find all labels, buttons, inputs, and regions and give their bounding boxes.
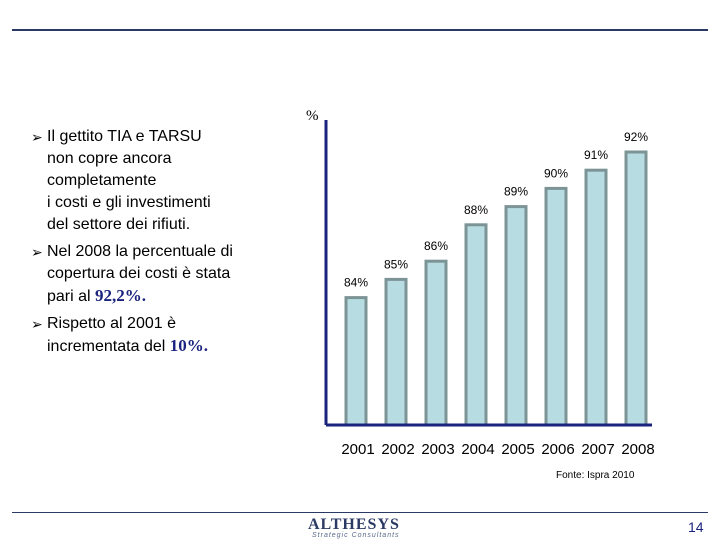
- data-labels-group: 84% 85% 86% 88% 89% 90% 91% 92%: [344, 130, 648, 290]
- bottom-rule: [12, 512, 708, 513]
- bar-2006: [544, 186, 568, 427]
- bar-2007: [584, 168, 608, 427]
- x-tick-labels-group: 2001 2002 2003 2004 2005 2006 2007 2008: [341, 441, 654, 458]
- logo-tagline: Strategic Consultants: [312, 532, 400, 539]
- bullet-list: ➢ Il gettito TIA e TARSU non copre ancor…: [31, 126, 281, 363]
- x-tick-2007: 2007: [581, 441, 614, 458]
- bullet-1-line-5: del settore dei rifiuti.: [47, 216, 191, 233]
- bar-2004: [464, 223, 488, 427]
- x-tick-2006: 2006: [541, 441, 574, 458]
- logo-name: ALTHESYS: [308, 516, 400, 533]
- data-label-2008: 92%: [624, 130, 648, 144]
- data-label-2004: 88%: [464, 203, 488, 217]
- bullet-1: ➢ Il gettito TIA e TARSU non copre ancor…: [31, 126, 281, 236]
- y-axis-label: %: [306, 108, 319, 124]
- page-number: 14: [688, 519, 704, 535]
- bullet-1-line-4: i costi e gli investimenti: [47, 194, 211, 211]
- data-label-2006: 90%: [544, 166, 568, 180]
- bar-2002: [384, 277, 408, 427]
- x-tick-2004: 2004: [461, 441, 494, 458]
- arrow-bullet-icon: ➢: [31, 244, 43, 260]
- bullet-1-line-2: non copre ancora: [47, 150, 172, 167]
- x-tick-2008: 2008: [621, 441, 654, 458]
- increase-value: 10%: [169, 336, 204, 355]
- bullet-3-line-2: incrementata del 10%.: [47, 335, 281, 358]
- data-label-2002: 85%: [384, 257, 408, 271]
- x-tick-2005: 2005: [501, 441, 534, 458]
- bullet-2: ➢ Nel 2008 la percentuale di copertura d…: [31, 241, 281, 308]
- coverage-bar-chart: 84%85%86%88%89%90%91%92% 2001 2002 2003 200…: [306, 108, 655, 458]
- bullet-3-suffix: .: [203, 336, 208, 355]
- data-label-2003: 86%: [424, 239, 448, 253]
- coverage-value: 92,2%: [95, 286, 142, 305]
- bullet-2-prefix: pari al: [47, 288, 96, 305]
- data-label-2005: 89%: [504, 185, 528, 199]
- bar-2005: [504, 205, 528, 427]
- source-note: Fonte: Ispra 2010: [556, 470, 635, 481]
- top-rule: [12, 29, 708, 31]
- bullet-1-line-3: completamente: [47, 172, 157, 189]
- x-tick-2001: 2001: [341, 441, 374, 458]
- bullet-2-line-3: pari al 92,2%.: [47, 285, 281, 308]
- bar-2001: [344, 296, 368, 427]
- bullet-2-line-2: copertura dei costi è stata: [47, 265, 231, 282]
- bar-2003: [424, 259, 448, 427]
- data-label-2007: 91%: [584, 148, 608, 162]
- bar-2008: [624, 150, 648, 427]
- x-tick-2003: 2003: [421, 441, 454, 458]
- bars-group: [344, 150, 648, 427]
- bullet-3-line-1: Rispetto al 2001 è: [47, 315, 176, 332]
- bullet-3: ➢ Rispetto al 2001 è incrementata del 10…: [31, 313, 281, 358]
- data-label-2001: 84%: [344, 276, 368, 290]
- arrow-bullet-icon: ➢: [31, 316, 43, 332]
- arrow-bullet-icon: ➢: [31, 129, 43, 145]
- althesys-logo: ALTHESYS Strategic Consultants: [308, 516, 418, 540]
- bullet-3-prefix: incrementata del: [47, 338, 170, 355]
- x-tick-2002: 2002: [381, 441, 414, 458]
- bullet-2-line-1: Nel 2008 la percentuale di: [47, 243, 233, 260]
- bullet-1-line-1: Il gettito TIA e TARSU: [47, 128, 202, 145]
- bullet-2-suffix: .: [141, 286, 147, 305]
